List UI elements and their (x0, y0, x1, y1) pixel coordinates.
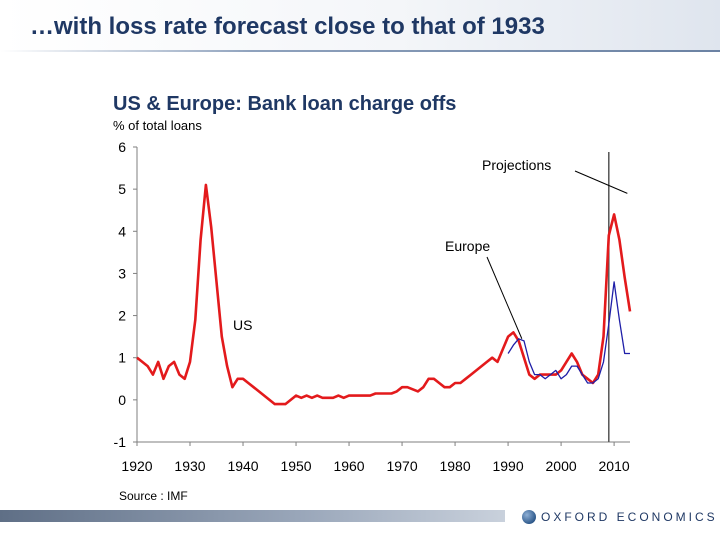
chart-source: Source : IMF (119, 489, 188, 503)
x-tick-label: 1950 (280, 458, 311, 474)
series-line-us (136, 183, 632, 406)
x-tick-label: 1930 (174, 458, 205, 474)
annotation-europe: Europe (445, 238, 490, 254)
chart-title: US & Europe: Bank loan charge offs (113, 93, 456, 115)
logo-text: OXFORD ECONOMICS (541, 510, 718, 524)
x-tick-label: 2000 (546, 458, 577, 474)
x-tick-label: 1920 (121, 458, 152, 474)
annotation-arrow-projections (574, 170, 628, 194)
y-tick-label: 1 (118, 350, 126, 366)
y-tick-label: 4 (118, 223, 126, 239)
chart-marks (136, 152, 632, 442)
chart-annotations: Projections Europe US (233, 157, 628, 339)
footer-logo: OXFORD ECONOMICS (522, 508, 718, 526)
y-tick-label: 2 (118, 308, 126, 324)
y-tick-label: 3 (118, 265, 126, 281)
x-tick-label: 1980 (439, 458, 470, 474)
slide-title: …with loss rate forecast close to that o… (30, 13, 545, 40)
annotation-us: US (233, 317, 252, 333)
y-tick-label: -1 (114, 434, 127, 450)
annotation-arrow-europe (486, 256, 523, 339)
chart-y-label: % of total loans (113, 118, 202, 133)
x-tick-label: 1970 (386, 458, 417, 474)
x-tick-label: 1940 (227, 458, 258, 474)
y-tick-label: 5 (118, 181, 126, 197)
y-tick-label: 6 (118, 139, 126, 155)
x-tick-label: 1990 (492, 458, 523, 474)
globe-icon (522, 510, 536, 524)
chart-axes: -1 0 1 2 3 4 5 6 1920 1930 1940 1950 1960 1970 1980 199… (114, 139, 630, 474)
x-tick-label: 1960 (333, 458, 364, 474)
header-rule (0, 50, 720, 52)
y-tick-label: 0 (118, 392, 126, 408)
x-tick-label: 2010 (599, 458, 630, 474)
annotation-projections: Projections (482, 157, 551, 173)
footer-bar (0, 510, 505, 522)
series-line-europe (507, 281, 630, 384)
slide-header: …with loss rate forecast close to that o… (0, 0, 720, 52)
